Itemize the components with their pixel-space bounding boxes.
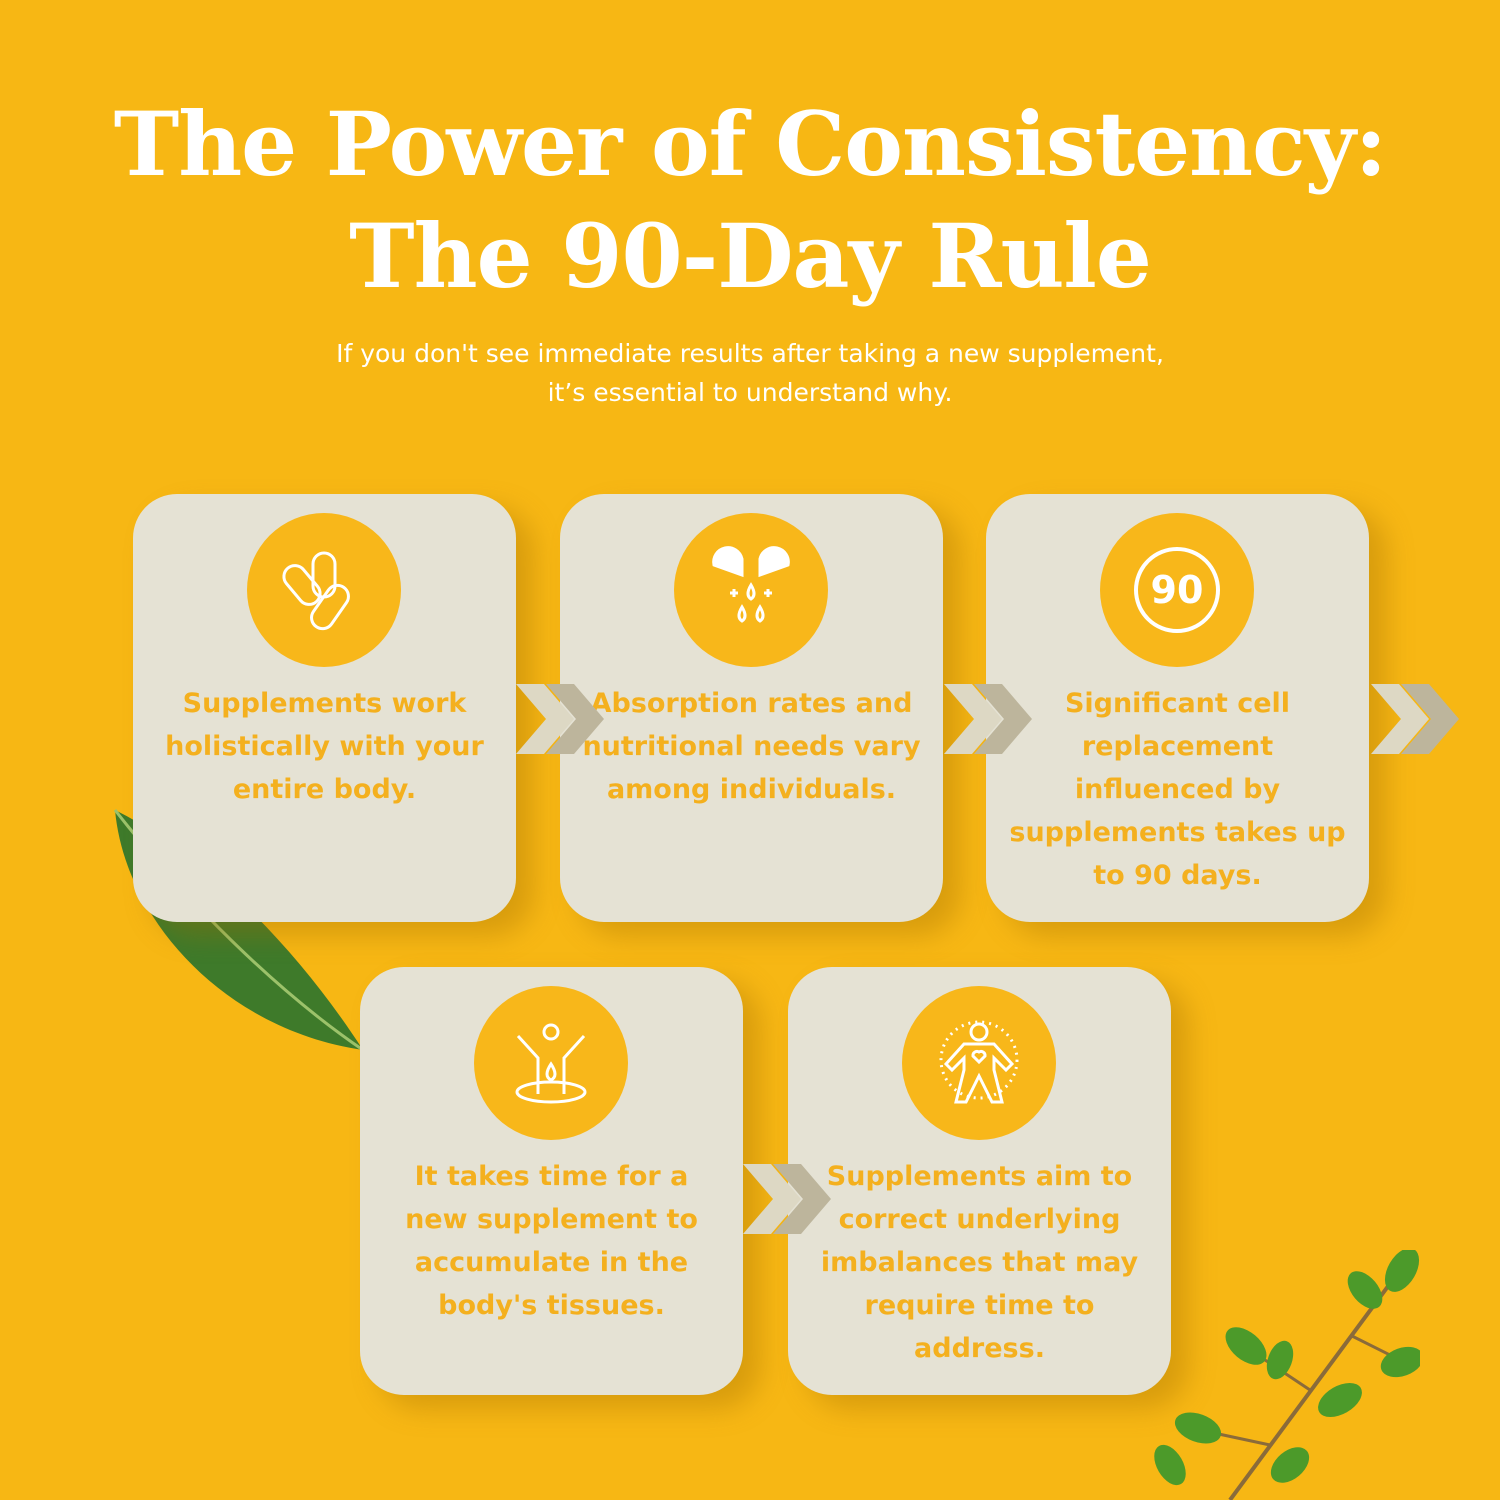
card-text: Supplements aim to correct underlying im… <box>820 1161 1139 1364</box>
pills-icon <box>282 551 350 631</box>
card-text: Absorption rates and nutritional needs v… <box>582 688 921 805</box>
chevron-arrow-icon <box>1371 684 1459 754</box>
page-title: The Power of Consistency: The 90-Day Rul… <box>0 88 1500 312</box>
card-text: It takes time for a new supplement to ac… <box>405 1161 698 1321</box>
card-holistic: Supplements work holistically with your … <box>133 494 516 922</box>
icon-circle <box>674 513 828 667</box>
icon-circle: 90 <box>1100 513 1254 667</box>
ninety-days-icon: 90 <box>1134 547 1220 633</box>
chevron-arrow-icon <box>944 684 1032 754</box>
body-absorption-icon <box>515 1023 587 1104</box>
icon-circle <box>474 986 628 1140</box>
capsule-drops-icon <box>712 546 790 623</box>
subtitle-line-2: it’s essential to understand why. <box>547 378 953 407</box>
title-line-1: The Power of Consistency: <box>113 92 1388 196</box>
card-imbalances: Supplements aim to correct underlying im… <box>788 967 1171 1395</box>
icon-circle <box>902 986 1056 1140</box>
title-line-2: The 90-Day Rule <box>349 204 1152 308</box>
card-text: Supplements work holistically with your … <box>165 688 484 805</box>
card-absorption: Absorption rates and nutritional needs v… <box>560 494 943 922</box>
subtitle: If you don't see immediate results after… <box>0 334 1500 412</box>
card-text: Significant cell replacement influenced … <box>1009 688 1346 891</box>
card-accumulate: It takes time for a new supplement to ac… <box>360 967 743 1395</box>
subtitle-line-1: If you don't see immediate results after… <box>336 339 1164 368</box>
body-heart-icon <box>939 1020 1019 1104</box>
icon-circle <box>247 513 401 667</box>
card-90-days: 90 Significant cell replacement influenc… <box>986 494 1369 922</box>
chevron-arrow-icon <box>516 684 604 754</box>
chevron-arrow-icon <box>743 1164 831 1234</box>
branch-decoration <box>1154 1250 1420 1500</box>
